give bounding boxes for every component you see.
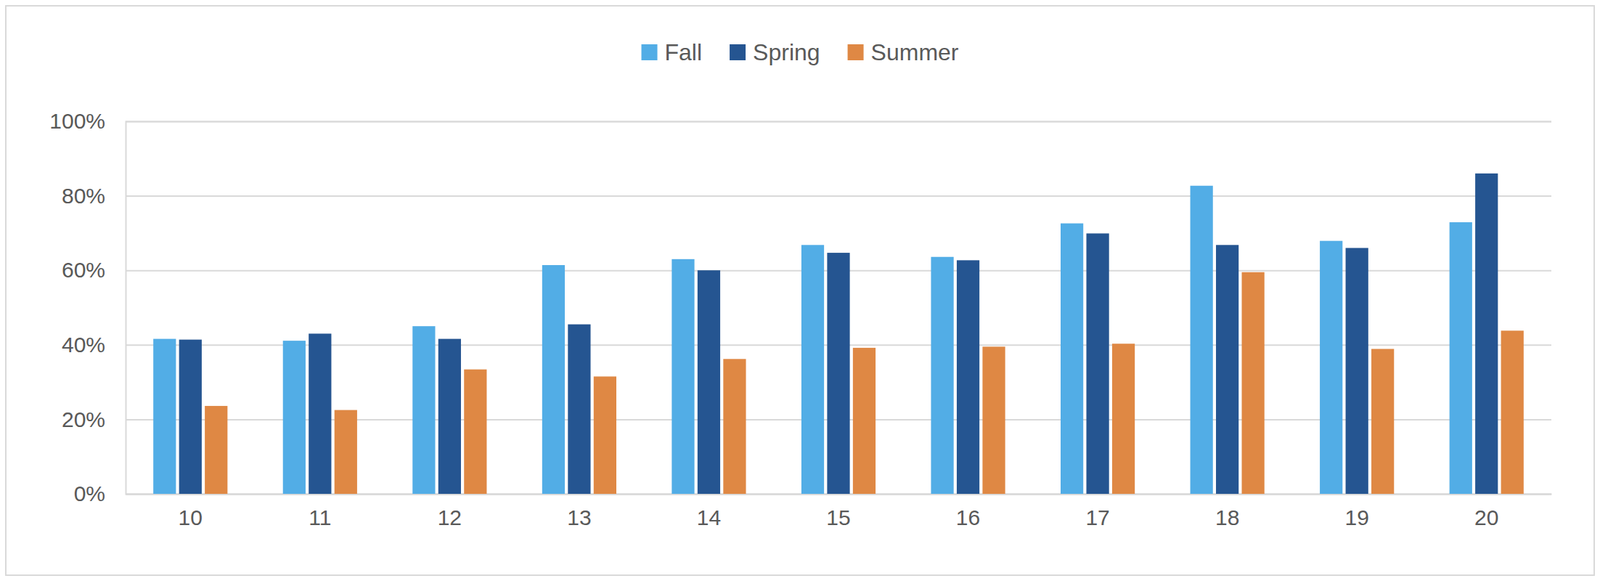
x-tick: 10 xyxy=(178,493,203,530)
bar xyxy=(542,264,565,494)
bar xyxy=(1215,244,1239,494)
y-tick-label: 60% xyxy=(61,257,106,282)
grid-line xyxy=(125,121,1552,123)
legend: Fall Spring Summer xyxy=(641,39,959,66)
x-tick-label: 15 xyxy=(826,505,851,530)
bar xyxy=(956,259,980,494)
x-tick-label: 18 xyxy=(1215,505,1240,530)
x-tick-label: 17 xyxy=(1085,505,1110,530)
x-tick-label: 19 xyxy=(1344,505,1369,530)
y-axis: 0% 20% 40% 60% 80% 100% xyxy=(49,108,1552,506)
chart: 0% 20% 40% 60% 80% 100% 10 11 12 13 14 15 16 17 18 19 20… xyxy=(0,0,1600,581)
legend-item: Summer xyxy=(847,39,959,66)
plot-area: 0% 20% 40% 60% 80% 100% 10 11 12 13 14 15 16 17 18 19 20 xyxy=(49,108,1552,530)
chart-frame xyxy=(5,5,1595,575)
x-tick-label: 12 xyxy=(437,505,462,530)
y-axis-line xyxy=(126,121,1553,495)
bar xyxy=(179,339,202,494)
legend-label: Summer xyxy=(871,39,959,66)
legend-item: Fall xyxy=(641,39,703,66)
y-tick-label: 0% xyxy=(74,481,106,506)
bar xyxy=(1242,272,1265,494)
bar xyxy=(412,325,435,494)
x-tick: 15 xyxy=(826,493,851,530)
bars xyxy=(153,173,1524,494)
bar xyxy=(930,256,954,494)
bar xyxy=(697,270,721,494)
legend-label: Fall xyxy=(664,39,703,66)
x-tick: 13 xyxy=(566,493,591,530)
bar xyxy=(153,339,176,494)
bar xyxy=(283,340,306,494)
bar xyxy=(1345,247,1369,494)
x-tick: 14 xyxy=(696,493,721,530)
legend-swatch xyxy=(847,44,864,61)
y-tick-label: 40% xyxy=(61,332,106,357)
x-tick-label: 20 xyxy=(1474,505,1499,530)
y-tick-label: 80% xyxy=(61,183,106,208)
bar xyxy=(1112,343,1135,494)
x-tick: 12 xyxy=(437,493,462,530)
bar xyxy=(593,376,617,494)
legend-item: Spring xyxy=(729,39,821,66)
bar xyxy=(1501,330,1524,494)
legend-label: Spring xyxy=(752,39,821,66)
y-tick-label: 100% xyxy=(49,108,106,133)
bar xyxy=(334,410,358,494)
x-tick-label: 13 xyxy=(566,505,591,530)
bar-series xyxy=(204,272,1524,494)
legend-swatch xyxy=(729,44,746,61)
bar xyxy=(671,259,695,494)
bar xyxy=(982,346,1005,494)
bar-series xyxy=(153,185,1473,494)
legend-swatch xyxy=(641,44,658,61)
bar xyxy=(204,405,228,494)
x-tick: 17 xyxy=(1085,493,1110,530)
bar xyxy=(801,244,824,494)
bar xyxy=(1060,223,1084,494)
x-tick-label: 14 xyxy=(696,505,721,530)
bar xyxy=(852,347,876,494)
y-tick: 80% xyxy=(61,183,1552,208)
bar xyxy=(826,252,850,494)
bar xyxy=(1319,241,1343,494)
bar xyxy=(1475,173,1498,494)
y-tick-label: 20% xyxy=(61,407,106,432)
bar xyxy=(1449,222,1473,494)
x-tick-label: 16 xyxy=(956,505,981,530)
bar xyxy=(567,324,591,494)
x-tick-label: 10 xyxy=(178,505,203,530)
x-tick-label: 11 xyxy=(308,505,332,530)
bar xyxy=(438,339,461,494)
bar xyxy=(1086,233,1109,494)
x-tick: 11 xyxy=(308,493,332,530)
bar xyxy=(1190,185,1214,494)
x-tick: 19 xyxy=(1344,493,1369,530)
x-axis: 10 11 12 13 14 15 16 17 18 19 20 xyxy=(126,493,1553,530)
y-tick: 100% xyxy=(49,108,1552,133)
grid-line xyxy=(125,195,1552,197)
bar xyxy=(308,333,332,494)
bar xyxy=(1371,348,1394,494)
bar xyxy=(463,369,487,494)
x-tick: 18 xyxy=(1215,493,1240,530)
bar xyxy=(723,358,746,494)
x-tick: 16 xyxy=(956,493,981,530)
x-tick: 20 xyxy=(1474,493,1499,530)
bar-series xyxy=(179,173,1499,494)
